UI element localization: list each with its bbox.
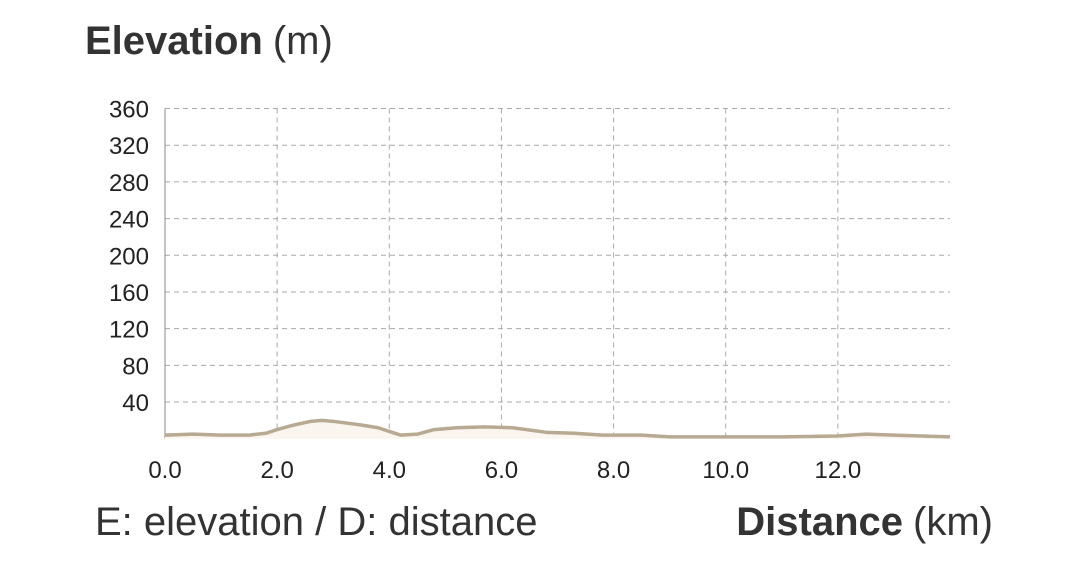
y-axis-title-unit: (m) bbox=[273, 19, 333, 63]
x-tick-label: 2.0 bbox=[260, 457, 293, 484]
x-tick-label: 6.0 bbox=[485, 457, 518, 484]
note: E: elevation / D: distance bbox=[95, 500, 537, 544]
x-axis-title-main: Distance bbox=[736, 500, 903, 544]
x-axis-title-unit: (km) bbox=[913, 500, 993, 544]
y-tick-label: 240 bbox=[109, 207, 149, 234]
y-tick-label: 200 bbox=[109, 243, 149, 270]
y-tick-label: 120 bbox=[109, 317, 149, 344]
area bbox=[165, 420, 950, 439]
x-tick-label: 4.0 bbox=[373, 457, 406, 484]
y-tick-label: 160 bbox=[109, 280, 149, 307]
y-axis-title-main: Elevation bbox=[85, 19, 263, 63]
y-tick-label: 280 bbox=[109, 170, 149, 197]
x-tick-label: 8.0 bbox=[597, 457, 630, 484]
line bbox=[164, 418, 951, 439]
y-tick-label: 320 bbox=[109, 133, 149, 160]
x-axis-title: Distance (km) bbox=[736, 500, 993, 544]
y-axis-title: Elevation (m) bbox=[85, 19, 333, 63]
x-tick-label: 12.0 bbox=[814, 457, 861, 484]
x-tick-label: 10.0 bbox=[702, 457, 749, 484]
y-tick-label: 40 bbox=[122, 390, 149, 417]
x-tick-label: 0.0 bbox=[148, 457, 181, 484]
y-tick-label: 360 bbox=[109, 97, 149, 124]
y-tick-label: 80 bbox=[122, 353, 149, 380]
